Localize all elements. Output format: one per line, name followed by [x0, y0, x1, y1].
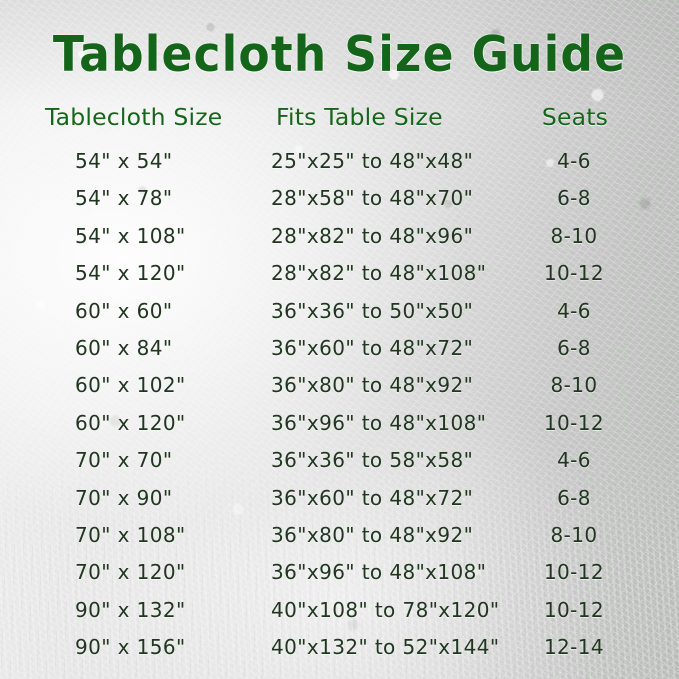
- table-row: 54" x 120" 28"x82" to 48"x108" 10-12: [0, 260, 679, 297]
- cell-fits-table-size: 36"x60" to 48"x72": [271, 485, 474, 510]
- cell-seats: 8-10: [550, 373, 598, 398]
- table-row: 54" x 54" 25"x25" to 48"x48" 4-6: [0, 148, 679, 185]
- cell-fits-table-size: 36"x36" to 50"x50": [271, 298, 474, 323]
- cell-seats: 4-6: [557, 448, 591, 473]
- table-body: 54" x 54" 25"x25" to 48"x48" 4-6 54" x 78" 2…: [0, 148, 679, 671]
- background-weave-texture: [0, 434, 679, 679]
- cell-seats: 10-12: [543, 597, 605, 622]
- column-header-seats: Seats: [541, 103, 609, 131]
- table-row: 54" x 108" 28"x82" to 48"x96" 8-10: [0, 223, 679, 260]
- cell-fits-table-size: 36"x96" to 48"x108": [271, 410, 487, 435]
- cell-seats: 6-8: [557, 335, 591, 360]
- cell-seats: 8-10: [550, 522, 598, 547]
- table-row: 60" x 102" 36"x80" to 48"x92" 8-10: [0, 372, 679, 409]
- cell-fits-table-size: 40"x108" to 78"x120": [271, 597, 500, 622]
- cell-seats: 10-12: [543, 410, 605, 435]
- cell-fits-table-size: 40"x132" to 52"x144": [271, 635, 500, 660]
- cell-seats: 10-12: [543, 560, 605, 585]
- cell-fits-table-size: 28"x82" to 48"x108": [271, 261, 487, 286]
- cell-tablecloth-size: 54" x 78": [75, 186, 173, 211]
- cell-seats: 6-8: [557, 186, 591, 211]
- cell-tablecloth-size: 90" x 132": [75, 597, 186, 622]
- cell-seats: 6-8: [557, 485, 591, 510]
- table-row: 70" x 108" 36"x80" to 48"x92" 8-10: [0, 522, 679, 559]
- cell-seats: 10-12: [543, 261, 605, 286]
- cell-fits-table-size: 36"x80" to 48"x92": [271, 522, 474, 547]
- column-header-fits-table-size: Fits Table Size: [276, 103, 443, 131]
- cell-tablecloth-size: 54" x 54": [75, 149, 173, 173]
- cell-tablecloth-size: 60" x 120": [75, 410, 186, 435]
- size-table: Tablecloth Size Fits Table Size Seats 54…: [0, 102, 679, 671]
- column-header-tablecloth-size: Tablecloth Size: [45, 103, 223, 131]
- table-row: 70" x 120" 36"x96" to 48"x108" 10-12: [0, 559, 679, 596]
- cell-tablecloth-size: 70" x 120": [75, 560, 186, 585]
- table-row: 90" x 156" 40"x132" to 52"x144" 12-14: [0, 634, 679, 671]
- cell-seats: 8-10: [550, 223, 598, 248]
- cell-tablecloth-size: 54" x 108": [75, 223, 186, 248]
- cell-seats: 4-6: [557, 298, 591, 323]
- cell-tablecloth-size: 70" x 108": [75, 522, 186, 547]
- cell-seats: 12-14: [543, 635, 605, 660]
- cell-tablecloth-size: 90" x 156": [75, 635, 186, 660]
- table-row: 60" x 60" 36"x36" to 50"x50" 4-6: [0, 298, 679, 335]
- cell-fits-table-size: 36"x60" to 48"x72": [271, 335, 474, 360]
- cell-tablecloth-size: 60" x 60": [75, 298, 173, 323]
- table-row: 54" x 78" 28"x58" to 48"x70" 6-8: [0, 185, 679, 222]
- table-row: 70" x 70" 36"x36" to 58"x58" 4-6: [0, 447, 679, 484]
- table-row: 90" x 132" 40"x108" to 78"x120" 10-12: [0, 597, 679, 634]
- cell-seats: 4-6: [557, 149, 591, 173]
- table-header-row: Tablecloth Size Fits Table Size Seats: [0, 102, 679, 148]
- cell-fits-table-size: 28"x58" to 48"x70": [271, 186, 474, 211]
- cell-tablecloth-size: 54" x 120": [75, 261, 186, 286]
- table-row: 70" x 90" 36"x60" to 48"x72" 6-8: [0, 485, 679, 522]
- cell-tablecloth-size: 70" x 70": [75, 448, 173, 473]
- page-title: Tablecloth Size Guide: [52, 26, 627, 83]
- cell-fits-table-size: 36"x96" to 48"x108": [271, 560, 487, 585]
- cell-tablecloth-size: 60" x 84": [75, 335, 173, 360]
- cell-fits-table-size: 36"x80" to 48"x92": [271, 373, 474, 398]
- cell-tablecloth-size: 60" x 102": [75, 373, 186, 398]
- cell-fits-table-size: 28"x82" to 48"x96": [271, 223, 474, 248]
- cell-tablecloth-size: 70" x 90": [75, 485, 173, 510]
- cell-fits-table-size: 36"x36" to 58"x58": [271, 448, 474, 473]
- cell-fits-table-size: 25"x25" to 48"x48": [271, 149, 474, 173]
- table-row: 60" x 120" 36"x96" to 48"x108" 10-12: [0, 410, 679, 447]
- table-row: 60" x 84" 36"x60" to 48"x72" 6-8: [0, 335, 679, 372]
